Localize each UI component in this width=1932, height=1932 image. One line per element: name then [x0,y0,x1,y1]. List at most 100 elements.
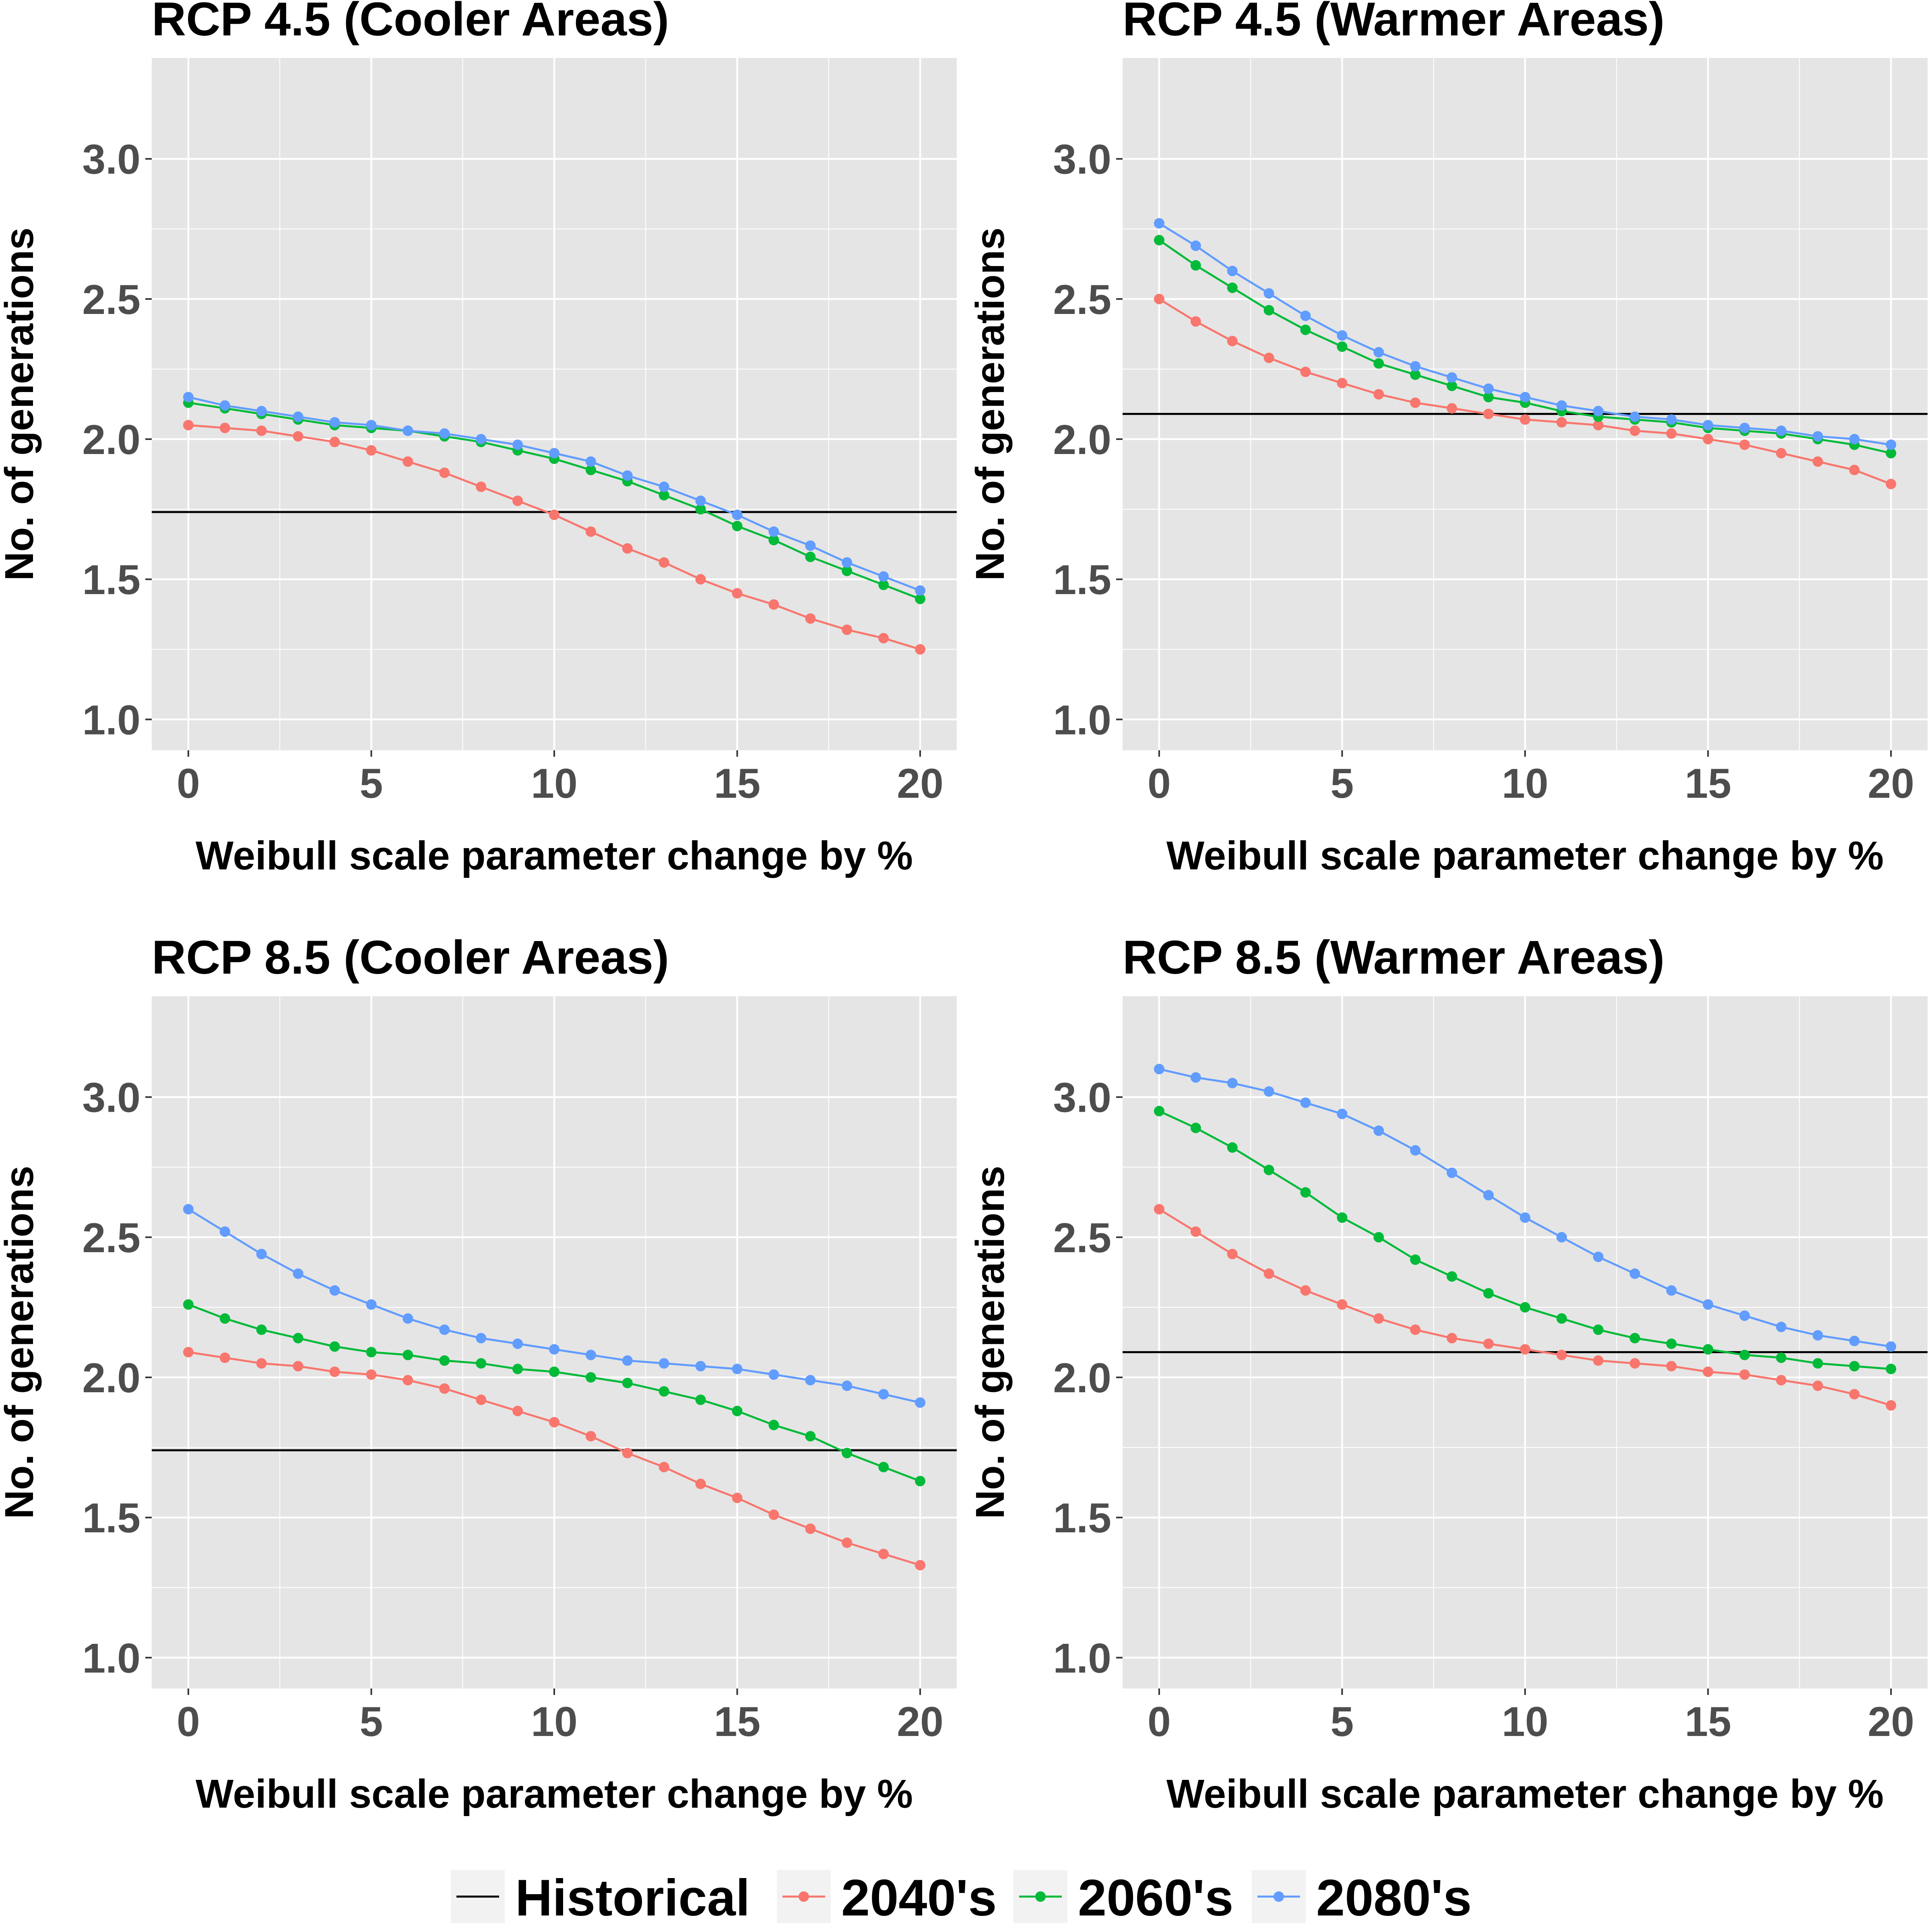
x-tick-label: 10 [531,1699,578,1745]
y-tick-label: 3.0 [1053,1075,1111,1121]
x-tick-label: 20 [1868,760,1914,807]
series-point-1 [1227,1249,1238,1259]
y-axis-title: No. of generations [968,1166,1013,1519]
y-tick-label: 1.0 [82,1635,140,1682]
series-point-2 [658,1386,669,1397]
x-tick-label: 10 [1502,1699,1548,1745]
series-point-1 [1520,414,1530,425]
series-point-3 [622,1355,633,1366]
series-point-3 [1520,1212,1530,1223]
series-point-3 [1556,1232,1567,1243]
series-point-2 [878,580,889,590]
series-point-3 [1593,1251,1604,1262]
series-point-1 [1666,428,1677,439]
series-point-2 [1410,369,1421,380]
series-point-2 [1447,380,1457,391]
series-point-1 [329,1366,340,1377]
series-point-3 [1300,1097,1311,1108]
series-point-3 [1812,431,1823,442]
y-axis-title: No. of generations [0,227,42,581]
series-point-3 [1483,383,1494,394]
series-point-3 [256,406,267,417]
series-point-3 [695,495,706,506]
series-point-2 [1593,1324,1604,1335]
series-point-1 [1337,378,1348,388]
x-tick-label: 15 [1685,760,1732,807]
series-point-1 [1337,1299,1348,1310]
series-point-1 [732,1492,743,1503]
series-point-3 [1337,330,1348,341]
series-point-3 [1227,266,1238,277]
series-point-2 [842,1448,852,1459]
series-point-3 [622,470,633,481]
y-tick-label: 2.5 [82,277,140,323]
y-tick-label: 2.0 [82,417,140,463]
x-tick-label: 5 [1331,1699,1354,1745]
series-point-2 [1373,1232,1384,1243]
series-point-2 [1337,341,1348,352]
series-point-3 [1629,1268,1640,1279]
series-point-1 [1520,1344,1530,1355]
series-point-1 [842,1537,852,1548]
series-point-3 [512,439,523,450]
series-point-1 [1812,456,1823,467]
series-point-3 [732,1364,743,1375]
y-tick-label: 2.0 [1053,1355,1111,1402]
series-point-3 [1520,392,1530,402]
x-tick-label: 15 [714,1699,761,1745]
x-axis-title: Weibull scale parameter change by % [1166,1771,1884,1816]
series-point-3 [476,434,487,445]
x-tick-label: 15 [1685,1699,1732,1745]
series-point-2 [732,520,743,531]
series-point-1 [1373,1313,1384,1324]
series-point-1 [1776,448,1787,458]
series-point-1 [585,1431,596,1442]
x-axis-title: Weibull scale parameter change by % [196,833,913,878]
series-point-1 [366,445,377,456]
series-point-3 [1483,1190,1494,1201]
series-point-2 [1666,1338,1677,1349]
x-tick-label: 0 [1148,760,1171,807]
series-point-3 [1849,1335,1860,1346]
series-point-3 [329,1285,340,1296]
series-point-2 [1154,1106,1164,1117]
series-point-2 [512,1364,523,1375]
legend-label: 2060's [1078,1869,1233,1927]
series-point-3 [1629,411,1640,422]
series-point-1 [1849,464,1860,475]
series-point-1 [878,1548,889,1559]
series-point-1 [1629,425,1640,436]
series-point-1 [805,613,816,624]
series-point-3 [1776,425,1787,436]
series-point-3 [402,425,413,436]
panel-title: RCP 8.5 (Warmer Areas) [1123,931,1665,984]
legend-key-point [1274,1891,1284,1902]
series-point-2 [695,504,706,515]
y-tick-label: 1.5 [1053,557,1111,603]
series-point-2 [183,1299,194,1310]
series-point-1 [476,481,487,492]
series-point-2 [732,1406,743,1416]
series-point-3 [842,1380,852,1391]
series-point-2 [1776,1352,1787,1363]
legend-background [451,1870,1900,1926]
y-axis-title: No. of generations [968,227,1013,581]
series-point-3 [219,1226,230,1237]
x-tick-label: 20 [897,1699,943,1745]
series-point-2 [1886,448,1897,458]
series-point-2 [1263,305,1274,316]
series-point-1 [1300,1285,1311,1296]
series-point-3 [1886,1341,1897,1352]
series-point-2 [1520,1302,1530,1313]
x-tick-label: 10 [1502,760,1548,807]
legend-key-point [1035,1891,1046,1902]
series-point-2 [1300,1187,1311,1198]
series-point-1 [658,557,669,568]
series-point-1 [256,425,267,436]
series-point-2 [219,1313,230,1324]
series-point-1 [183,420,194,431]
series-point-3 [1410,1145,1421,1156]
x-tick-label: 10 [531,760,578,807]
series-point-3 [732,510,743,520]
series-point-1 [1739,1369,1750,1380]
